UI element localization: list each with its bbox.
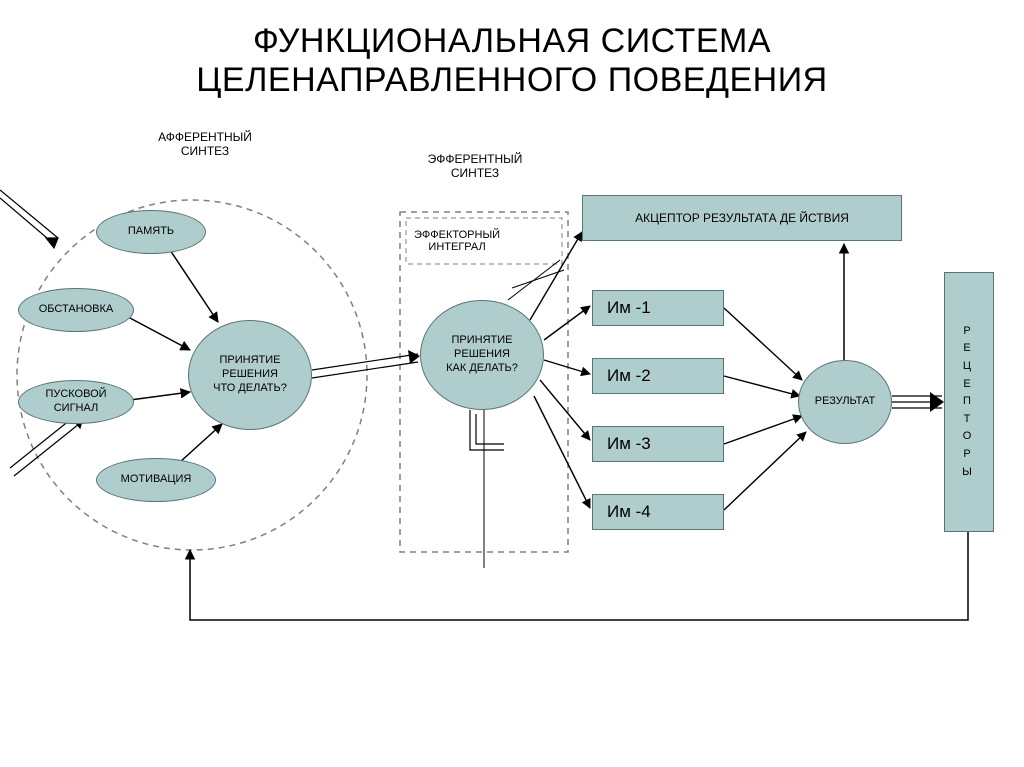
receptors-text: РЕЦЕПТОРЫ: [962, 323, 976, 481]
afferent-label: АФФЕРЕНТНЫЙ СИНТЕЗ: [130, 130, 280, 158]
node-obstanovka: ОБСТАНОВКА: [18, 288, 134, 332]
node-acceptor: АКЦЕПТОР РЕЗУЛЬТАТА ДЕ ЙСТВИЯ: [582, 195, 902, 241]
title-line-1: ФУНКЦИОНАЛЬНАЯ СИСТЕМА: [253, 22, 771, 60]
diagram-canvas: ФУНКЦИОНАЛЬНАЯ СИСТЕМА ЦЕЛЕНАПРАВЛЕННОГО…: [0, 0, 1024, 767]
node-receptors: РЕЦЕПТОРЫ: [944, 272, 994, 532]
diagram-title: ФУНКЦИОНАЛЬНАЯ СИСТЕМА ЦЕЛЕНАПРАВЛЕННОГО…: [0, 22, 1024, 100]
node-result: РЕЗУЛЬТАТ: [798, 360, 892, 444]
node-im-4: Им -4: [592, 494, 724, 530]
node-decision-how: ПРИНЯТИЕ РЕШЕНИЯ КАК ДЕЛАТЬ?: [420, 300, 544, 410]
title-line-2: ЦЕЛЕНАПРАВЛЕННОГО ПОВЕДЕНИЯ: [196, 61, 827, 99]
node-motivatsiya: МОТИВАЦИЯ: [96, 458, 216, 502]
efferent-label: ЭФФЕРЕНТНЫЙ СИНТЕЗ: [400, 152, 550, 180]
node-decision-what: ПРИНЯТИЕ РЕШЕНИЯ ЧТО ДЕЛАТЬ?: [188, 320, 312, 430]
node-memory: ПАМЯТЬ: [96, 210, 206, 254]
node-im-2: Им -2: [592, 358, 724, 394]
node-im-1: Им -1: [592, 290, 724, 326]
node-im-3: Им -3: [592, 426, 724, 462]
effector-integral-label: ЭФФЕКТОРНЫЙ ИНТЕГРАЛ: [406, 218, 562, 264]
node-puskovoy: ПУСКОВОЙ СИГНАЛ: [18, 380, 134, 424]
